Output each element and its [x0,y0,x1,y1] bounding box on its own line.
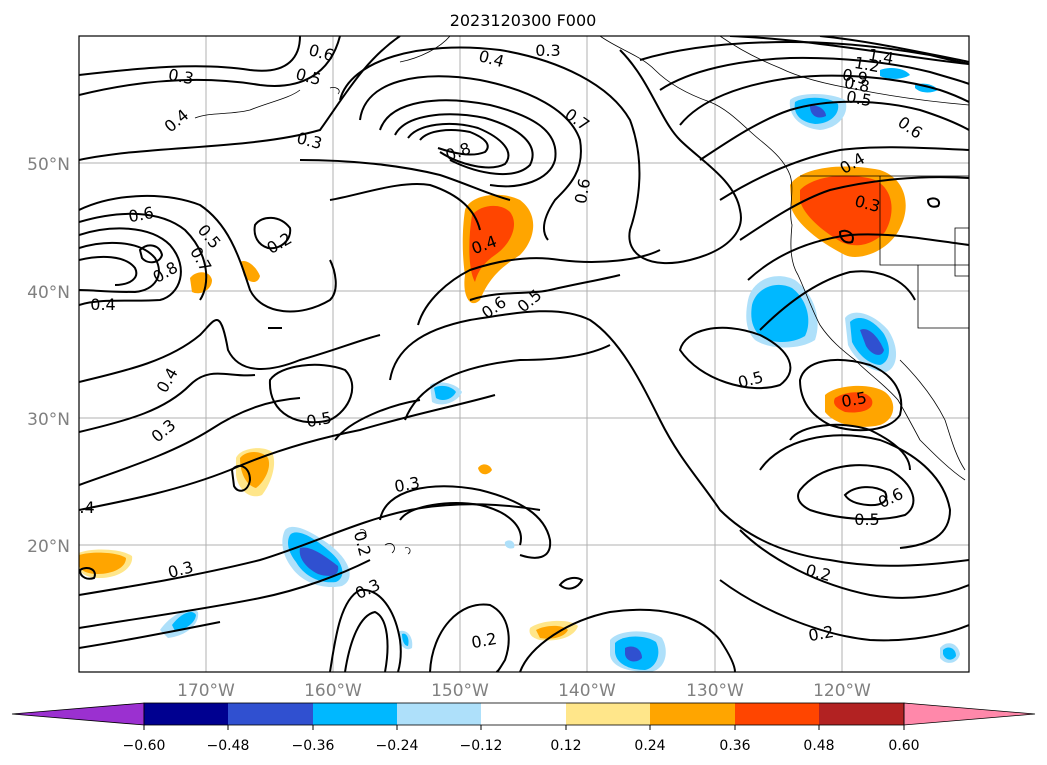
contour-lines [79,36,969,672]
contour-label: 0.5 [854,510,879,529]
lon-label: 120°W [813,681,871,701]
map-frame [78,35,970,673]
coastlines [194,36,969,555]
contour-label: 0.3 [167,65,195,88]
colorbar-cell [313,703,397,725]
colorbar-cell [566,703,650,725]
colorbar-tick: 0.48 [803,738,834,754]
graticule [79,36,969,672]
colorbar-cell [481,703,566,725]
colorbar-extend-high [903,702,1036,726]
contour-label: .4 [79,498,94,517]
contour-label: 0.5 [840,388,868,411]
map-title: 2023120300 F000 [450,11,597,30]
colorbar-tick: −0.36 [292,738,335,754]
colorbar-cell [144,703,228,725]
contour-label: 0.6 [571,177,594,205]
contour-label: 0.5 [305,408,333,431]
contour-label: 0.6 [127,203,155,226]
colorbar-cell [228,703,313,725]
contour-label: 0.3 [393,473,421,496]
contour-labels: 0.3 0.6 0.5 0.4 0.3 0.4 0.3 0.8 0.7 0.6 … [79,40,926,652]
filled-anomalies [79,67,960,672]
colorbar-frame [143,702,905,726]
lat-label: 30°N [27,410,70,430]
colorbar-tick: 0.60 [888,738,919,754]
longitude-labels: 170°W 160°W 150°W 140°W 130°W 120°W [177,681,871,701]
lon-label: 170°W [177,681,235,701]
map-panel [79,36,969,672]
colorbar-tick: 0.12 [550,738,581,754]
contour-label: 0.2 [807,622,835,645]
colorbar-extend-low [11,702,145,726]
colorbar-cell [650,703,735,725]
contour-label: 0.2 [470,629,498,652]
colorbar-cell [735,703,819,725]
colorbar-tick: 0.36 [719,738,750,754]
latitude-labels: 50°N 40°N 30°N 20°N [27,155,70,557]
contour-label: 0.9 [841,65,869,88]
colorbar-tick: −0.12 [460,738,503,754]
colorbar: −0.60 −0.48 −0.36 −0.24 −0.12 0.12 0.24 … [11,702,1036,754]
contour-label: 1.4 [867,45,895,68]
colorbar-tick: −0.24 [376,738,419,754]
lat-label: 50°N [27,155,70,175]
contour-label: 0.5 [845,87,873,110]
colorbar-tick: −0.48 [207,738,250,754]
lon-label: 130°W [686,681,744,701]
contour-label: 0.8 [843,73,871,96]
lon-label: 160°W [304,681,362,701]
lon-label: 140°W [558,681,616,701]
contour-label: 1.2 [853,53,881,76]
contour-label: 0.3 [535,41,560,60]
contour-label: 0.4 [90,295,115,314]
colorbar-cell [397,703,481,725]
colorbar-tick: 0.24 [634,738,665,754]
colorbar-cell [819,703,904,725]
lat-label: 40°N [27,283,70,303]
colorbar-tick: −0.60 [123,738,166,754]
lat-label: 20°N [27,537,70,557]
lon-label: 150°W [431,681,489,701]
